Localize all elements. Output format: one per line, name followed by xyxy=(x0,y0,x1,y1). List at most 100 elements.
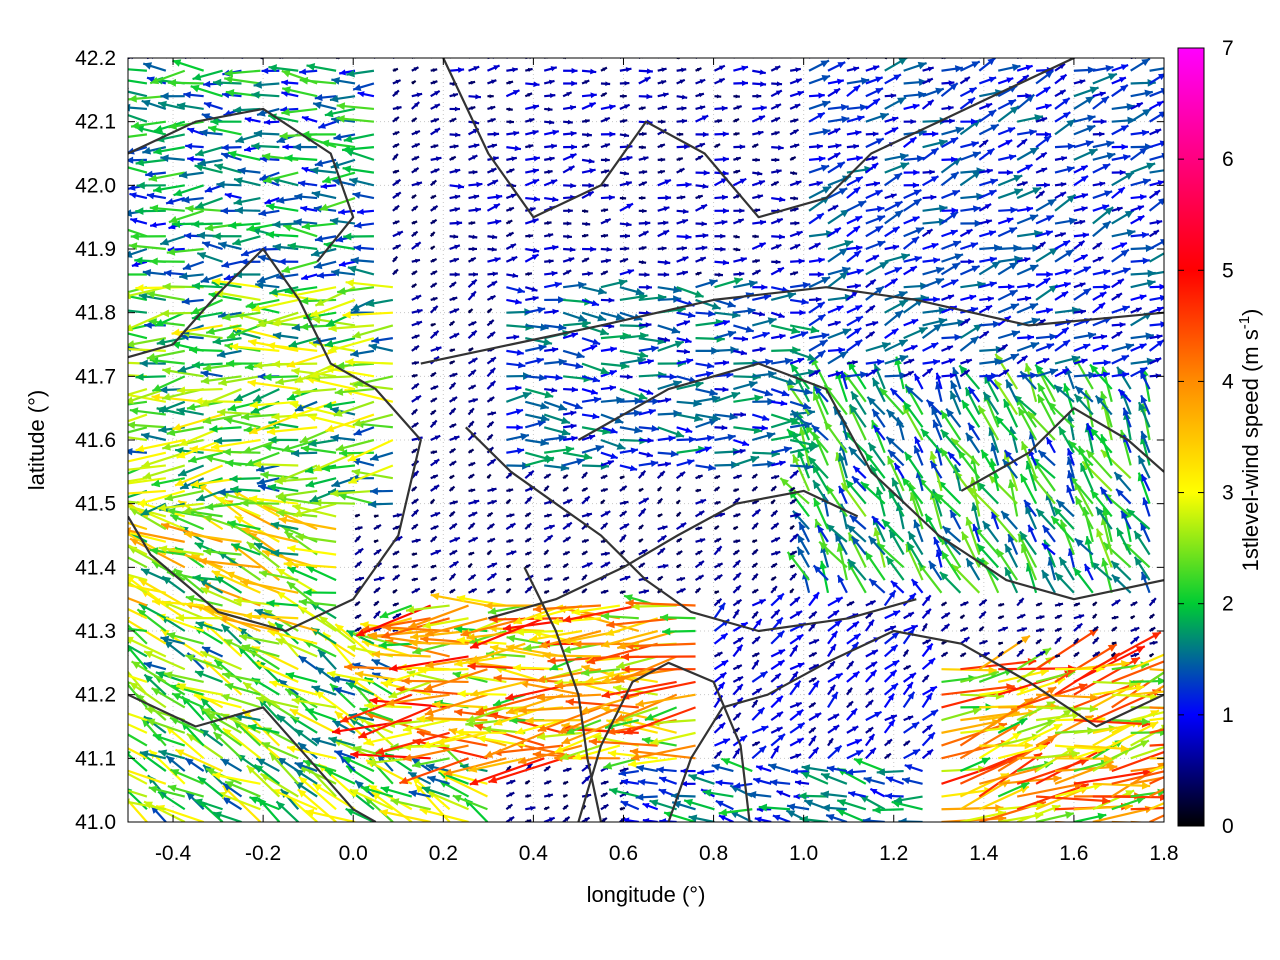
x-tick-label: 0.6 xyxy=(609,842,638,865)
wind-vector xyxy=(421,731,469,749)
wind-vector xyxy=(128,464,129,466)
wind-vector xyxy=(247,723,280,734)
x-tick-label: 1.8 xyxy=(1149,842,1178,865)
wind-vector xyxy=(732,747,741,759)
wind-vector xyxy=(714,737,731,747)
wind-vector xyxy=(505,791,515,798)
wind-vector xyxy=(629,747,696,760)
wind-vector xyxy=(339,754,356,772)
wind-vector xyxy=(1111,770,1164,785)
wind-vector xyxy=(876,768,904,776)
wind-vector xyxy=(373,58,377,59)
wind-vector xyxy=(141,717,167,747)
wind-vector xyxy=(128,667,129,670)
wind-vector xyxy=(1092,789,1135,811)
wind-vector xyxy=(220,757,243,773)
wind-vector xyxy=(790,58,792,59)
wind-vector xyxy=(608,787,640,798)
wind-vector xyxy=(297,741,318,760)
wind-vector xyxy=(751,745,767,760)
wind-vector xyxy=(350,750,431,760)
y-tick-label: 41.2 xyxy=(75,684,116,707)
wind-vector xyxy=(1149,802,1164,811)
wind-vector xyxy=(298,58,300,59)
wind-vector xyxy=(455,728,507,737)
wind-vector xyxy=(332,719,356,734)
wind-vector xyxy=(128,158,129,160)
wind-vector xyxy=(825,813,848,822)
wind-vector xyxy=(904,764,923,773)
wind-vector xyxy=(128,604,129,606)
wind-vector xyxy=(562,816,571,822)
wind-vector xyxy=(884,752,892,760)
wind-vector xyxy=(1073,58,1076,59)
wind-vector xyxy=(426,775,450,785)
wind-vector xyxy=(845,768,866,776)
wind-vector xyxy=(165,755,186,772)
colorbar-label-main: 1stlevel-wind speed (m s xyxy=(1238,329,1263,571)
wind-vector xyxy=(170,768,205,785)
wind-vector xyxy=(212,772,261,785)
wind-vector xyxy=(959,756,991,773)
wind-vector xyxy=(922,58,925,59)
wind-vector xyxy=(885,776,905,785)
wind-vector xyxy=(128,147,129,149)
wind-vector xyxy=(790,768,810,775)
wind-vector xyxy=(554,731,602,754)
wind-vector xyxy=(193,798,223,811)
colorbar-tick-label: 1 xyxy=(1222,704,1234,727)
y-tick-label: 41.1 xyxy=(75,747,116,770)
wind-vector xyxy=(128,747,148,760)
wind-vector xyxy=(324,768,356,785)
x-tick-label: 0.8 xyxy=(699,842,728,865)
wind-vector xyxy=(1130,806,1164,811)
wind-vector xyxy=(1111,750,1164,773)
wind-vector xyxy=(128,478,129,480)
wind-vector xyxy=(276,756,299,772)
wind-vector xyxy=(305,808,356,822)
wind-vector xyxy=(1111,58,1114,59)
wind-vector xyxy=(449,58,452,59)
wind-vector xyxy=(997,781,1030,798)
y-tick-label: 41.5 xyxy=(75,493,116,516)
wind-vector xyxy=(758,803,791,812)
wind-vector xyxy=(562,767,572,773)
wind-vector xyxy=(998,58,1000,59)
wind-vector xyxy=(128,210,129,212)
wind-vector xyxy=(1035,750,1080,760)
wind-vector xyxy=(769,778,791,786)
wind-vector xyxy=(821,804,847,812)
wind-vector xyxy=(128,261,129,263)
wind-vector xyxy=(921,748,934,760)
wind-vector xyxy=(836,798,867,811)
wind-vector xyxy=(697,769,715,776)
wind-vector xyxy=(402,744,469,762)
wind-vector xyxy=(342,756,375,773)
wind-vector xyxy=(197,775,224,798)
wind-vector xyxy=(355,58,357,59)
wind-vector xyxy=(732,734,748,747)
wind-vector xyxy=(1149,787,1164,798)
wind-vector xyxy=(1111,739,1150,760)
x-tick-label: 1.0 xyxy=(789,842,818,865)
wind-vector xyxy=(630,744,696,762)
wind-vector xyxy=(618,769,639,777)
wind-vector xyxy=(847,790,867,798)
wind-vector xyxy=(294,761,318,773)
wind-vector xyxy=(903,748,921,760)
wind-vector xyxy=(789,737,805,747)
wind-vector xyxy=(582,58,585,59)
y-tick-label: 41.0 xyxy=(75,811,116,834)
wind-vector xyxy=(261,741,299,760)
colorbar xyxy=(1177,47,1205,827)
wind-vector xyxy=(1073,744,1129,753)
wind-vector xyxy=(399,757,469,785)
wind-vector xyxy=(543,779,552,785)
wind-vector xyxy=(407,771,432,785)
wind-vector xyxy=(1016,723,1063,747)
wind-vector xyxy=(885,792,904,800)
wind-vector xyxy=(360,785,394,798)
wind-vector xyxy=(960,58,963,59)
wind-vector xyxy=(1073,812,1107,822)
wind-vector xyxy=(809,58,811,59)
